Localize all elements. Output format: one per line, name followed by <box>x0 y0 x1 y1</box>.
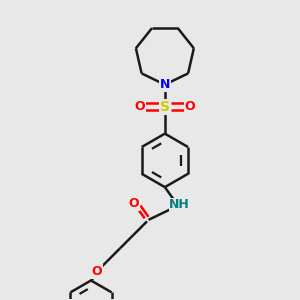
Text: O: O <box>134 100 145 113</box>
Text: O: O <box>128 197 139 210</box>
Text: S: S <box>160 100 170 114</box>
Text: NH: NH <box>169 199 190 212</box>
Text: O: O <box>185 100 195 113</box>
Text: N: N <box>160 78 170 91</box>
Text: O: O <box>92 265 102 278</box>
